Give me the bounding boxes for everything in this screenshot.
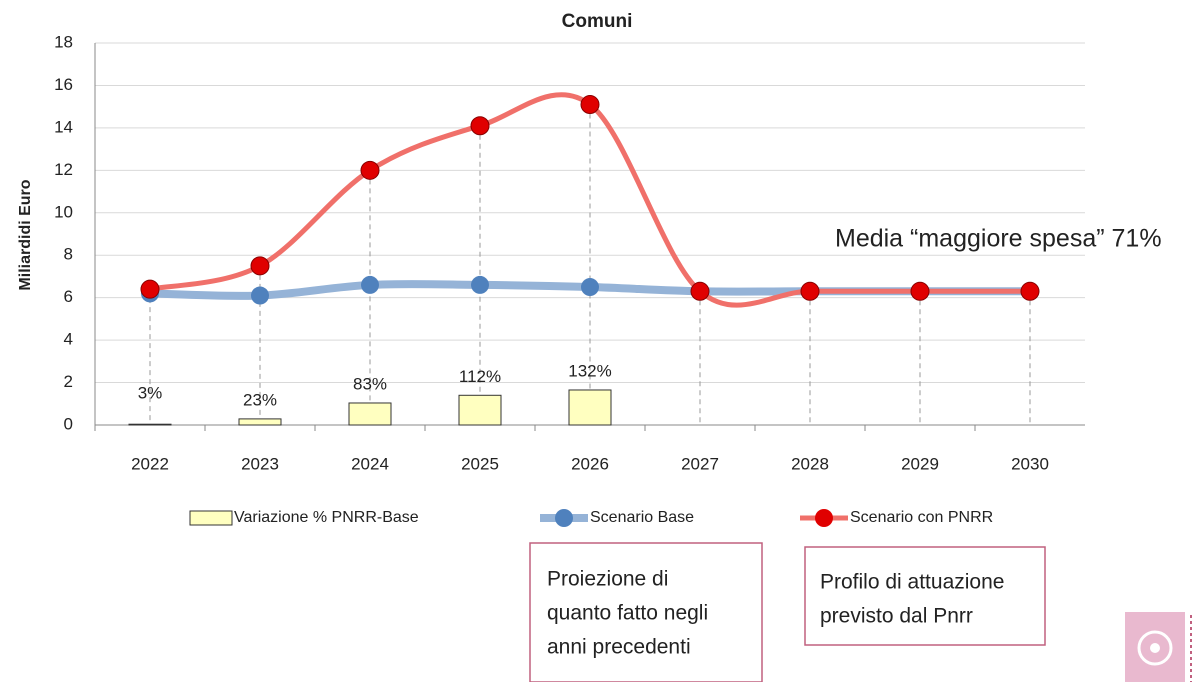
marker: [581, 278, 599, 297]
marker: [580, 95, 600, 115]
y-tick-label: 0: [64, 414, 73, 433]
y-tick-label: 14: [54, 117, 73, 136]
y-axis-label: Miliardidi Euro: [17, 179, 34, 290]
marker: [140, 279, 160, 299]
x-tick-label: 2026: [571, 454, 609, 473]
x-tick-label: 2025: [461, 454, 499, 473]
x-tick-label: 2028: [791, 454, 829, 473]
annotation: Media “maggiore spesa” 71%: [835, 225, 1162, 253]
data-label: 83%: [353, 374, 387, 393]
marker: [1020, 281, 1040, 301]
marker: [690, 281, 710, 301]
data-label: 132%: [568, 361, 611, 380]
legend-marker: [815, 509, 833, 527]
note-box: [804, 546, 1046, 646]
x-tick-label: 2027: [681, 454, 719, 473]
x-tick-label: 2029: [901, 454, 939, 473]
marker: [470, 116, 490, 136]
bar: [458, 394, 502, 426]
marker: [251, 286, 269, 305]
logo: [1125, 612, 1192, 682]
y-tick-label: 8: [64, 245, 73, 264]
legend-swatch: [189, 510, 233, 526]
note-text: anni precedenti: [547, 636, 691, 659]
y-tick-label: 4: [64, 330, 73, 349]
y-tick-label: 12: [54, 160, 73, 179]
legend-marker: [555, 509, 573, 527]
chart-title: Comuni: [562, 11, 633, 32]
x-tick-label: 2024: [351, 454, 389, 473]
data-label: 112%: [459, 367, 501, 386]
bar: [568, 389, 612, 426]
marker: [910, 281, 930, 301]
note-box: [529, 542, 763, 682]
legend-label: Variazione % PNRR-Base: [234, 509, 419, 526]
note-text: Proiezione di: [547, 568, 668, 591]
bar: [128, 423, 172, 426]
note-text: quanto fatto negli: [547, 602, 708, 625]
marker: [471, 275, 489, 294]
marker: [360, 160, 380, 180]
y-tick-label: 18: [54, 32, 73, 51]
marker: [361, 275, 379, 294]
legend-label: Scenario Base: [590, 509, 694, 526]
note-text: Profilo di attuazione: [820, 571, 1004, 594]
y-tick-label: 10: [54, 202, 73, 221]
x-tick-label: 2022: [131, 454, 169, 473]
x-tick-label: 2023: [241, 454, 279, 473]
bar: [348, 402, 392, 426]
marker: [250, 256, 270, 276]
legend-label: Scenario con PNRR: [850, 509, 993, 526]
y-tick-label: 16: [54, 75, 73, 94]
y-tick-label: 2: [64, 372, 73, 391]
marker: [800, 281, 820, 301]
data-label: 3%: [138, 384, 163, 403]
data-label: 23%: [243, 390, 277, 409]
note-text: previsto dal Pnrr: [820, 605, 973, 628]
y-tick-label: 6: [64, 287, 73, 306]
bar: [238, 418, 282, 426]
x-tick-label: 2030: [1011, 454, 1049, 473]
